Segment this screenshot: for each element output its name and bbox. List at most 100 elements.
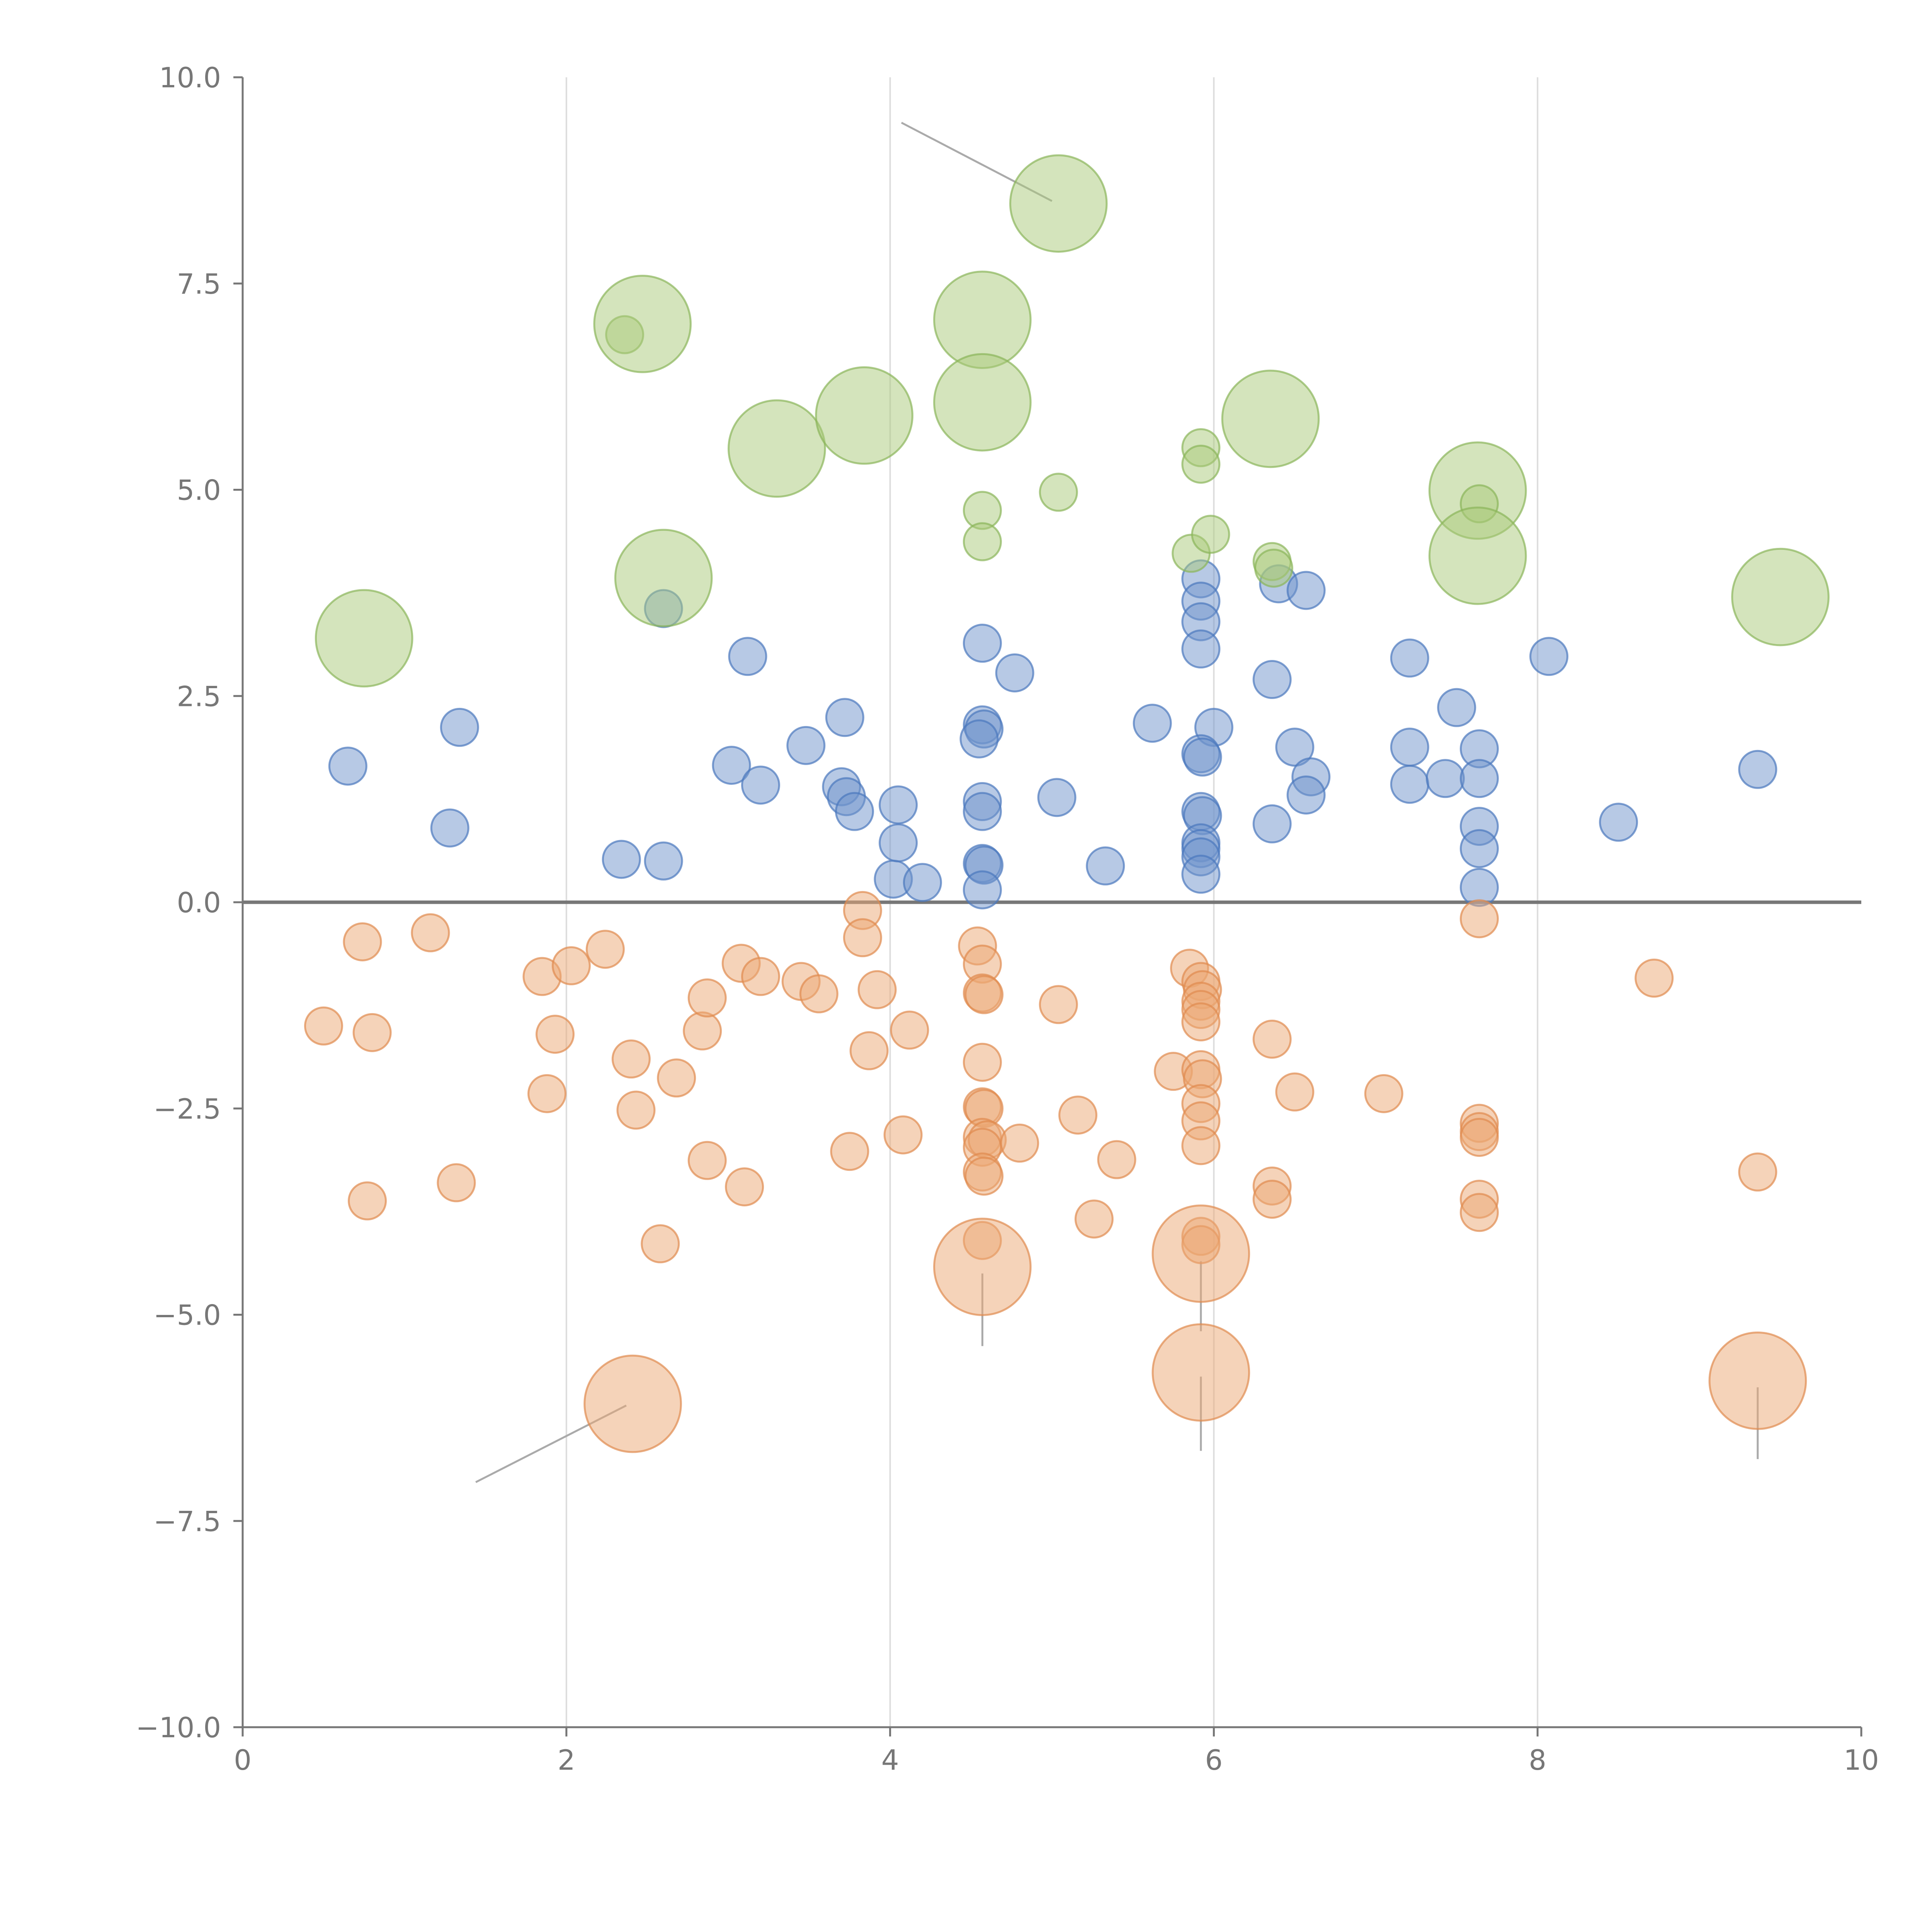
data-point-high [614,529,713,628]
data-point-high [933,353,1032,452]
data-point-negative [535,1015,575,1054]
data-point-negative [857,970,897,1009]
data-point-negative [683,1011,722,1051]
data-point-negative [963,1043,1002,1082]
data-point-positive [959,719,999,759]
point-layer [304,154,1830,1453]
data-point-positive [328,747,367,786]
y-tick-label: −10.0 [136,1711,221,1744]
data-point-positive [1390,728,1429,767]
x-tick-label: 6 [1205,1744,1223,1776]
data-point-negative [585,930,625,969]
y-tick-label: −5.0 [153,1299,221,1332]
data-point-positive [835,792,874,831]
data-point-positive [644,841,683,881]
y-tick-label: −2.5 [153,1093,221,1125]
data-point-positive [741,765,780,805]
data-point-negative [1459,899,1499,939]
data-point-negative [933,1218,1032,1316]
data-point-high [1731,548,1830,646]
data-point-negative [890,1010,929,1050]
data-point-positive [963,870,1002,910]
data-point-negative [799,974,838,1014]
x-tick-label: 2 [558,1744,575,1776]
data-point-negative [304,1006,343,1046]
y-tick-label: 2.5 [177,680,221,713]
data-point-high [1191,515,1230,554]
data-point-negative [964,1156,1004,1196]
data-point-negative [352,1013,392,1052]
data-point-negative [1459,1193,1499,1232]
data-point-negative [1039,985,1078,1024]
data-point-positive [1037,778,1077,817]
data-point-negative [1097,1140,1136,1179]
data-point-high [1254,548,1293,588]
data-point-negative [527,1074,567,1113]
data-point-positive [1183,737,1222,777]
data-point-positive [903,863,942,902]
data-point-negative [687,978,727,1018]
data-point-positive [1086,846,1125,886]
data-point-negative [551,946,591,985]
data-point-negative [687,1141,727,1180]
data-point-high [1181,444,1221,484]
axis-layer: 0 2 4 6 8 10 10.0 7.5 5.0 2.5 0.0 −2.5 −5.0 −7.5 −10.0 [136,61,1879,1776]
data-point-positive [1459,759,1499,798]
data-point-negative [1151,1323,1250,1422]
data-point-negative [964,975,1004,1014]
data-point-negative [1738,1152,1777,1192]
x-tick-label: 0 [234,1744,252,1776]
data-point-positive [1252,804,1292,844]
data-point-negative [1252,1180,1292,1219]
y-tick-label: 5.0 [177,474,221,507]
data-point-positive [1181,854,1221,894]
data-point-negative [583,1354,682,1453]
data-point-negative [1275,1072,1315,1112]
data-point-negative [741,957,780,996]
data-point-positive [1599,803,1638,842]
data-point-negative [830,1132,869,1171]
data-point-positive [1133,704,1172,743]
data-point-positive [712,746,751,785]
data-point-negative [1181,1126,1221,1165]
data-point-positive [1390,638,1429,678]
data-point-negative [1252,1019,1292,1059]
data-point-negative [1364,1074,1403,1113]
data-point-high [728,399,826,498]
data-point-positive [1181,629,1221,669]
data-point-positive [728,637,767,676]
data-point-high [963,522,1002,561]
data-point-negative [1151,1204,1250,1303]
data-point-negative [1634,958,1674,998]
data-point-negative [343,922,382,961]
data-point-negative [1074,1199,1114,1239]
data-point-positive [825,698,864,737]
data-point-negative [657,1058,696,1098]
data-point-negative [611,1039,651,1079]
data-point-negative [641,1224,680,1264]
data-point-negative [843,918,882,957]
data-point-high [315,589,413,688]
data-point-high [593,275,692,373]
x-tick-label: 8 [1529,1744,1546,1776]
x-tick-label: 10 [1844,1744,1879,1776]
data-point-positive [1425,759,1465,798]
data-point-positive [602,840,641,879]
data-point-positive [786,726,826,765]
y-tick-label: 7.5 [177,268,221,300]
data-point-high [1009,154,1108,253]
data-point-negative [411,913,450,952]
data-point-negative [883,1115,923,1155]
data-point-high [1039,473,1078,512]
data-point-positive [1529,637,1569,676]
y-tick-label: 0.0 [177,886,221,919]
data-point-negative [1708,1332,1807,1430]
data-point-positive [963,624,1002,663]
y-tick-label: −7.5 [153,1505,221,1537]
data-point-negative [849,1031,889,1070]
data-point-high [815,366,913,465]
data-point-positive [1286,775,1326,815]
data-point-positive [440,707,479,747]
data-point-negative [348,1181,387,1221]
